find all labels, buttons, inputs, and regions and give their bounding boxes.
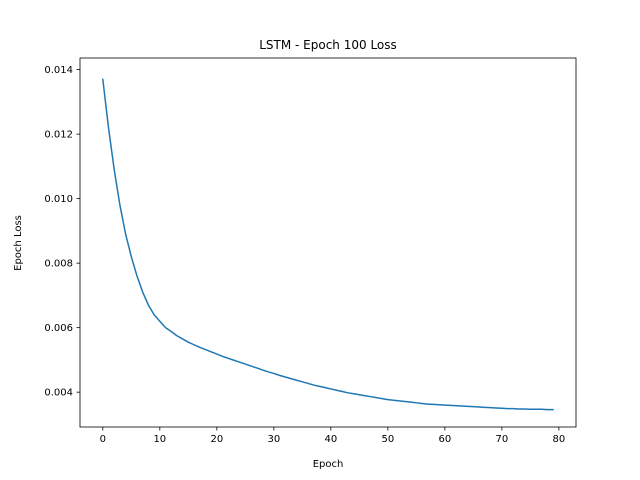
x-axis-label: Epoch <box>313 459 344 470</box>
x-tick-label: 70 <box>496 434 509 445</box>
y-tick-label: 0.012 <box>44 130 73 141</box>
x-tick-label: 20 <box>210 434 223 445</box>
x-tick-label: 0 <box>100 434 106 445</box>
y-axis-ticks: 0.004 0.006 0.008 0.010 0.012 0.014 <box>44 65 80 399</box>
x-tick-label: 10 <box>153 434 166 445</box>
y-tick-label: 0.006 <box>44 323 73 334</box>
x-tick-label: 40 <box>324 434 337 445</box>
x-tick-label: 30 <box>267 434 280 445</box>
y-tick-label: 0.008 <box>44 259 73 270</box>
y-tick-label: 0.010 <box>44 194 73 205</box>
x-tick-label: 50 <box>381 434 394 445</box>
axes-frame <box>79 57 577 428</box>
x-tick-label: 60 <box>439 434 452 445</box>
y-tick-label: 0.004 <box>44 388 73 399</box>
plot-area <box>79 57 577 428</box>
series-line-epoch-loss <box>102 78 554 411</box>
y-axis-label: Epoch Loss <box>13 215 24 271</box>
x-tick-label: 80 <box>553 434 566 445</box>
x-axis-ticks: 0 10 20 30 40 50 60 70 80 <box>100 427 566 445</box>
y-tick-label: 0.014 <box>44 65 73 76</box>
chart-title: LSTM - Epoch 100 Loss <box>259 38 397 52</box>
